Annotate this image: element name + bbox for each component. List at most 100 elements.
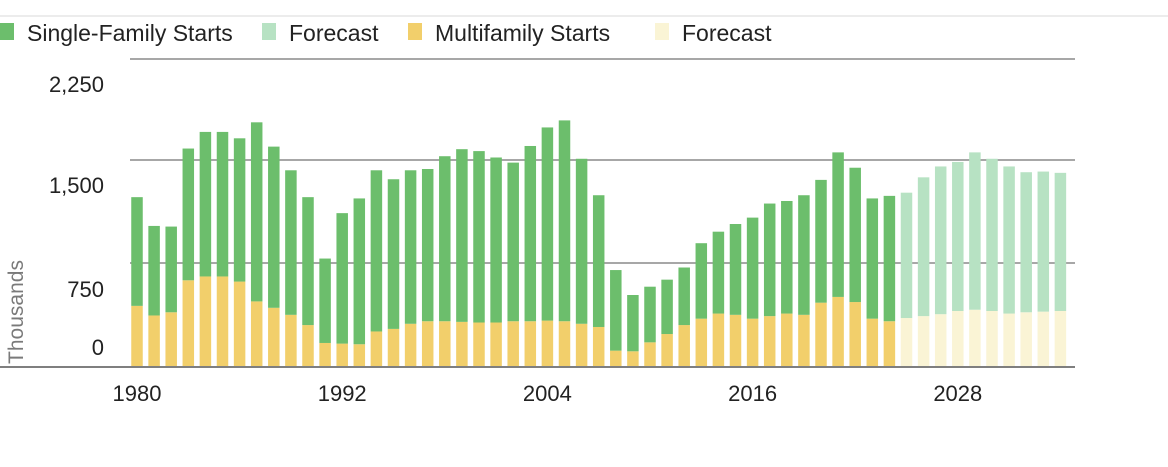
bar-multifamily-2019 [798, 314, 810, 366]
bar-single-family-1986 [233, 138, 246, 282]
x-tick-label-2004: 2004 [523, 381, 572, 406]
bar-single-family-1991 [319, 258, 331, 343]
bar-single-family-1983 [182, 148, 195, 281]
bar-single-family-2022 [849, 167, 861, 303]
bar-single-family-1981 [148, 225, 160, 316]
bar-multifamily-2033 [1037, 311, 1050, 366]
bar-single-family-2002 [507, 162, 519, 322]
bar-single-family-2015 [729, 224, 742, 315]
bar-single-family-2032 [1020, 172, 1032, 313]
bar-single-family-2004 [541, 127, 554, 321]
bar-multifamily-2008 [610, 350, 622, 366]
legend: Single-Family Starts Forecast Multifamily … [0, 20, 772, 46]
bar-single-family-1985 [216, 131, 229, 277]
bar-multifamily-2004 [541, 320, 554, 366]
bar-single-family-1997 [421, 169, 434, 322]
bar-multifamily-2016 [746, 318, 759, 366]
bar-single-family-1998 [439, 156, 451, 322]
bar-single-family-2000 [473, 151, 485, 323]
bar-single-family-2020 [815, 179, 827, 303]
bar-single-family-2007 [592, 195, 605, 327]
bar-single-family-2017 [763, 203, 776, 317]
bar-multifamily-2025 [900, 318, 913, 366]
bar-single-family-1980 [131, 197, 143, 306]
bar-single-family-2009 [627, 295, 639, 352]
bar-single-family-2034 [1054, 172, 1067, 311]
bar-multifamily-2013 [695, 318, 708, 366]
bar-single-family-1982 [165, 226, 177, 313]
bar-multifamily-1984 [199, 276, 212, 366]
bar-multifamily-2000 [473, 322, 485, 366]
bar-multifamily-2023 [866, 318, 879, 366]
bar-multifamily-1985 [216, 276, 229, 366]
bar-multifamily-2002 [507, 321, 519, 366]
bar-single-family-2010 [644, 286, 656, 343]
legend-label-1: Forecast [289, 20, 379, 46]
bar-multifamily-2012 [678, 325, 690, 366]
bar-single-family-2008 [610, 270, 622, 351]
bar-single-family-2019 [798, 195, 810, 315]
bar-multifamily-2029 [969, 309, 981, 366]
bar-multifamily-1982 [165, 312, 177, 366]
y-axis-ticks: 0 750 1,500 2,250 [49, 72, 104, 360]
bar-multifamily-1996 [404, 323, 417, 366]
bar-multifamily-1993 [353, 344, 366, 366]
bar-single-family-2003 [524, 145, 537, 322]
bar-single-family-2014 [712, 231, 725, 314]
bar-single-family-2030 [986, 158, 998, 311]
bar-multifamily-2020 [815, 302, 827, 366]
bar-multifamily-1980 [131, 305, 143, 366]
bar-multifamily-1983 [182, 280, 195, 366]
bar-multifamily-2024 [883, 321, 896, 366]
bar-single-family-1990 [302, 197, 314, 326]
bar-multifamily-2032 [1020, 312, 1032, 366]
bar-multifamily-1998 [439, 321, 451, 366]
bar-multifamily-2028 [952, 310, 964, 366]
legend-label-0: Single-Family Starts [27, 20, 233, 46]
y-tick-label-2: 1,500 [49, 173, 104, 198]
bar-multifamily-2030 [986, 310, 998, 366]
x-tick-label-2016: 2016 [728, 381, 777, 406]
bar-multifamily-1994 [370, 331, 383, 366]
bar-single-family-1994 [370, 170, 383, 332]
bar-single-family-2025 [900, 192, 913, 319]
bar-multifamily-1991 [319, 342, 331, 366]
bar-multifamily-2017 [763, 316, 776, 366]
bar-single-family-2026 [917, 177, 930, 317]
bar-multifamily-2003 [524, 321, 537, 366]
bar-multifamily-1990 [302, 325, 314, 366]
bar-single-family-1996 [404, 170, 417, 324]
legend-label-3: Forecast [682, 20, 772, 46]
bar-multifamily-2034 [1054, 310, 1067, 366]
bar-single-family-1989 [285, 170, 297, 315]
bar-single-family-1993 [353, 198, 366, 345]
x-tick-label-1992: 1992 [318, 381, 367, 406]
bar-single-family-2013 [695, 243, 708, 319]
bar-single-family-2021 [832, 152, 844, 297]
bar-multifamily-2010 [644, 342, 656, 366]
bar-single-family-2001 [490, 157, 502, 323]
bar-multifamily-2014 [712, 313, 725, 366]
bar-multifamily-1992 [336, 343, 348, 366]
legend-label-2: Multifamily Starts [435, 20, 610, 46]
x-tick-label-1980: 1980 [113, 381, 162, 406]
bar-multifamily-2026 [917, 316, 930, 366]
bar-multifamily-1989 [285, 314, 297, 366]
bar-single-family-2006 [575, 158, 588, 324]
x-axis-ticks: 1980 1992 2004 2016 2028 [113, 381, 983, 406]
bar-single-family-1999 [456, 149, 468, 322]
bar-single-family-2028 [952, 161, 964, 311]
bar-multifamily-2027 [934, 314, 947, 366]
bar-multifamily-2022 [849, 302, 861, 366]
bar-single-family-2027 [934, 166, 947, 315]
bar-multifamily-1986 [233, 281, 246, 366]
bar-multifamily-1999 [456, 321, 468, 366]
legend-swatch-0 [0, 23, 14, 40]
bar-single-family-1987 [250, 122, 263, 302]
bar-single-family-2016 [746, 217, 759, 319]
bars [131, 120, 1067, 366]
bar-multifamily-2015 [729, 314, 742, 366]
bar-single-family-2012 [678, 267, 690, 326]
bar-single-family-1992 [336, 213, 348, 344]
bar-multifamily-2009 [627, 351, 639, 366]
